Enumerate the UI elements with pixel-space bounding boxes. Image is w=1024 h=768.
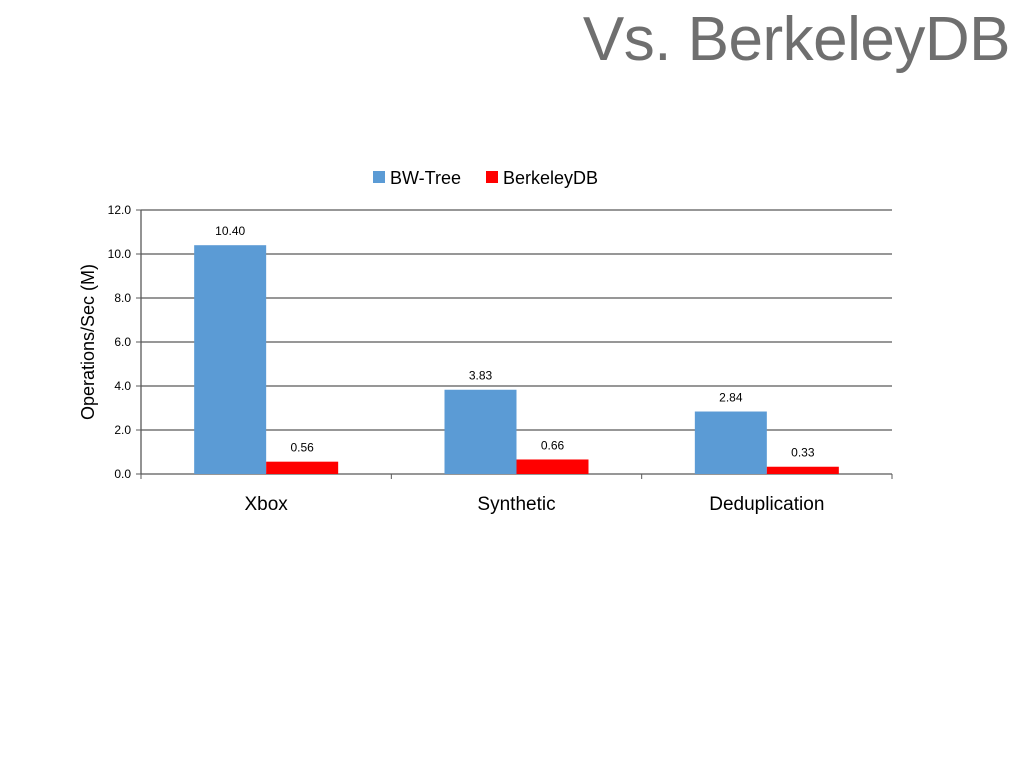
y-axis-title: Operations/Sec (M) bbox=[78, 264, 98, 420]
x-category-label: Deduplication bbox=[709, 494, 824, 515]
y-tick-label: 8.0 bbox=[114, 291, 131, 305]
legend-swatch bbox=[373, 171, 385, 183]
bar-berkeleydb-deduplication bbox=[766, 466, 839, 474]
legend: BW-Tree BerkeleyDB bbox=[373, 168, 598, 188]
x-category-label: Xbox bbox=[245, 494, 289, 515]
legend-swatch bbox=[486, 171, 498, 183]
bar-bw-tree-synthetic bbox=[444, 389, 517, 474]
data-label: 0.33 bbox=[791, 446, 815, 460]
x-category-label: Synthetic bbox=[477, 494, 555, 515]
data-label: 3.83 bbox=[469, 369, 493, 383]
y-tick-label: 10.0 bbox=[108, 247, 132, 261]
y-tick-label: 4.0 bbox=[114, 379, 131, 393]
legend-label: BW-Tree bbox=[390, 168, 461, 188]
data-label: 10.40 bbox=[215, 224, 245, 238]
bar-berkeleydb-xbox bbox=[266, 461, 339, 474]
legend-label: BerkeleyDB bbox=[503, 168, 598, 188]
data-label: 0.56 bbox=[290, 441, 314, 455]
bar-bw-tree-deduplication bbox=[694, 411, 767, 474]
data-label: 0.66 bbox=[541, 438, 565, 452]
bars bbox=[194, 245, 839, 474]
bar-bw-tree-xbox bbox=[194, 245, 267, 474]
slide-title: Vs. BerkeleyDB bbox=[582, 5, 1011, 74]
y-tick-label: 0.0 bbox=[114, 467, 131, 481]
data-label: 2.84 bbox=[719, 391, 743, 405]
data-labels: 10.40 0.56 3.83 0.66 2.84 0.33 bbox=[215, 224, 815, 460]
y-tick-label: 6.0 bbox=[114, 335, 131, 349]
y-tick-label: 12.0 bbox=[108, 203, 132, 217]
y-tick-label: 2.0 bbox=[114, 423, 131, 437]
bar-berkeleydb-synthetic bbox=[516, 459, 589, 474]
